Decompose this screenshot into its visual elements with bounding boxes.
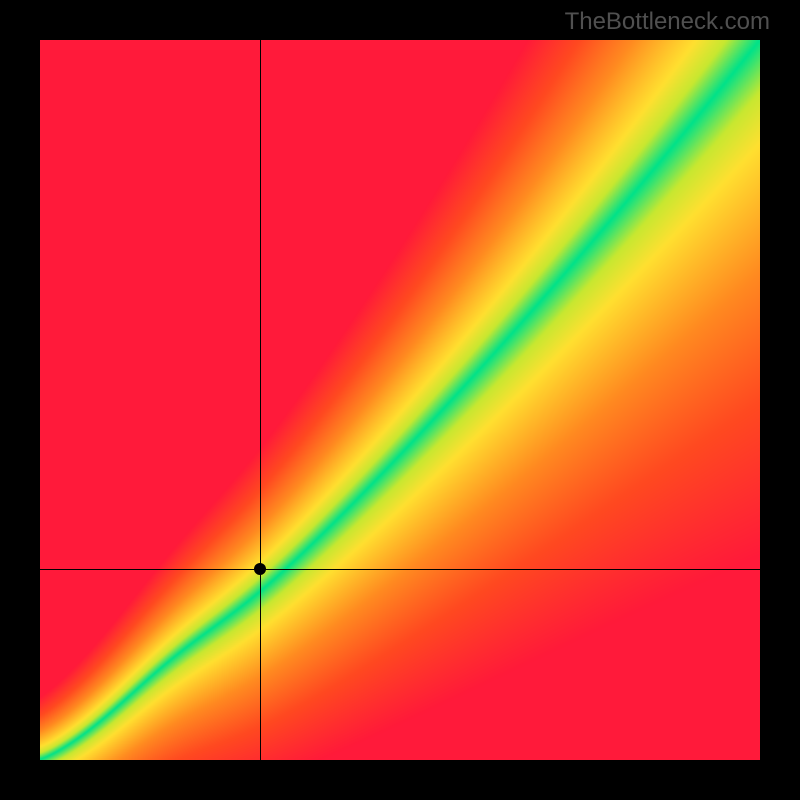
heatmap-canvas [40, 40, 760, 760]
heatmap-plot-area [40, 40, 760, 760]
crosshair-vertical [260, 40, 261, 760]
watermark-text: TheBottleneck.com [565, 8, 770, 36]
crosshair-horizontal [40, 569, 760, 570]
crosshair-dot [254, 563, 266, 575]
